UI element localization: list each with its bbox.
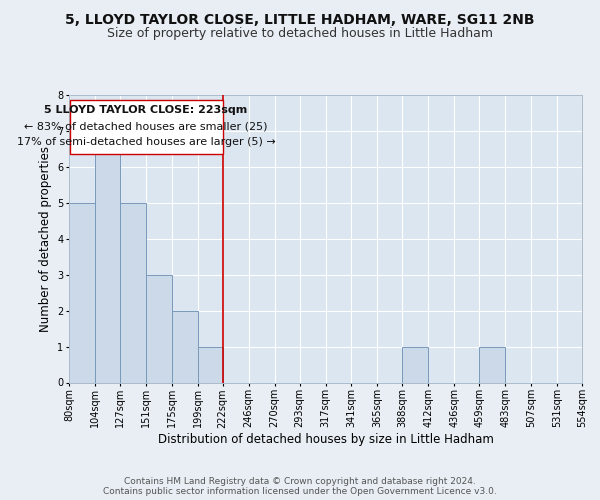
Text: Contains HM Land Registry data © Crown copyright and database right 2024.: Contains HM Land Registry data © Crown c… (124, 477, 476, 486)
Bar (146, 274, 172, 382)
Text: Size of property relative to detached houses in Little Hadham: Size of property relative to detached ho… (107, 28, 493, 40)
Y-axis label: Number of detached properties: Number of detached properties (38, 146, 52, 332)
Text: 5 LLOYD TAYLOR CLOSE: 223sqm: 5 LLOYD TAYLOR CLOSE: 223sqm (44, 104, 248, 115)
Bar (69, 203, 95, 382)
Bar (403, 346, 428, 382)
X-axis label: Distribution of detached houses by size in Little Hadham: Distribution of detached houses by size … (158, 433, 493, 446)
Bar (479, 346, 505, 382)
Text: Contains public sector information licensed under the Open Government Licence v3: Contains public sector information licen… (103, 487, 497, 496)
Bar (198, 346, 223, 382)
Text: ← 83% of detached houses are smaller (25): ← 83% of detached houses are smaller (25… (25, 121, 268, 131)
Bar (120, 203, 146, 382)
Text: 17% of semi-detached houses are larger (5) →: 17% of semi-detached houses are larger (… (17, 138, 275, 147)
Text: 5, LLOYD TAYLOR CLOSE, LITTLE HADHAM, WARE, SG11 2NB: 5, LLOYD TAYLOR CLOSE, LITTLE HADHAM, WA… (65, 12, 535, 26)
Bar (172, 310, 198, 382)
Bar (70, 100, 223, 154)
Bar (95, 131, 120, 382)
